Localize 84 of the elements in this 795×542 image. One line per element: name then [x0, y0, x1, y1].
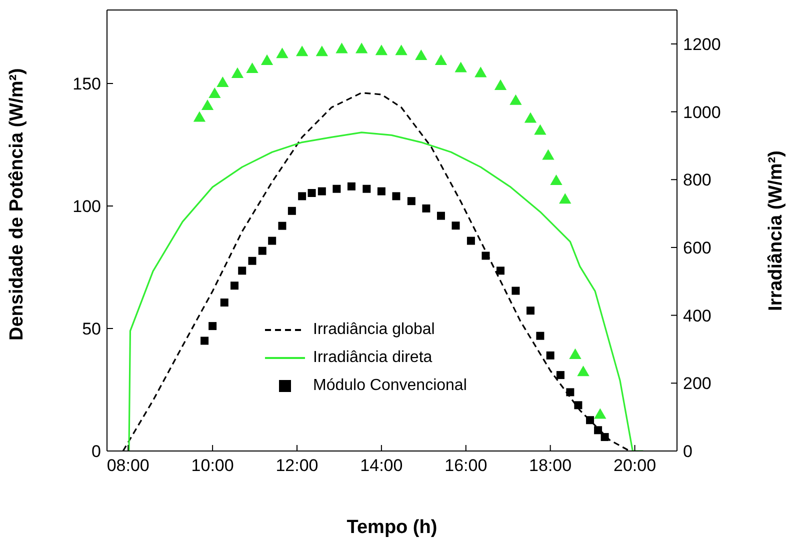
legend-label: Irradiância global [313, 320, 435, 340]
point [434, 54, 448, 65]
point [258, 246, 266, 255]
point [201, 100, 214, 110]
point [193, 111, 206, 122]
point [496, 266, 505, 275]
y-tick-label: 0 [92, 442, 101, 462]
point [466, 236, 475, 245]
legend-label: Irradiância direta [313, 348, 432, 368]
point [586, 416, 594, 424]
y2-tick-label: 0 [683, 442, 692, 462]
point [524, 112, 537, 123]
point [231, 67, 244, 78]
point [268, 236, 276, 245]
point [216, 76, 229, 88]
point [482, 252, 490, 260]
x-tick-label: 10:00 [191, 456, 234, 476]
x-axis-title: Tempo (h) [346, 517, 438, 538]
x-tick-label: 20:00 [614, 456, 656, 476]
point [536, 332, 544, 340]
point [415, 50, 428, 60]
point [288, 206, 296, 215]
x-tick-label: 16:00 [444, 456, 488, 476]
point [238, 266, 246, 275]
point [246, 62, 258, 74]
point [452, 222, 460, 230]
point [436, 212, 445, 220]
y2-tick-label: 200 [683, 374, 712, 394]
point [362, 184, 371, 193]
point [200, 336, 209, 345]
point [318, 187, 326, 196]
point [332, 184, 341, 193]
point [278, 222, 286, 230]
point [556, 371, 564, 380]
point [494, 79, 507, 90]
point [574, 401, 582, 410]
point [395, 44, 408, 56]
point [375, 44, 388, 56]
point [230, 282, 239, 290]
y2-axis-title: Irradiância (W/m²) [766, 150, 787, 311]
point [550, 174, 562, 186]
point [208, 322, 217, 330]
point [392, 192, 400, 200]
y2-tick-label: 1200 [683, 34, 721, 54]
point [260, 54, 274, 65]
point [510, 94, 522, 105]
y-axis-title: Densidade de Potência (W/m²) [6, 68, 28, 340]
x-tick-label: 18:00 [529, 456, 572, 476]
y-tick-label: 100 [72, 197, 101, 216]
y-tick-label: 50 [82, 320, 101, 339]
y2-tick-label: 800 [683, 170, 712, 190]
legend-label: Módulo Convencional [313, 376, 467, 396]
point [377, 187, 386, 196]
point [276, 48, 288, 58]
point [316, 46, 328, 56]
point [454, 62, 467, 72]
point [298, 192, 306, 200]
x-tick-label: 12:00 [276, 456, 318, 476]
point [296, 46, 308, 56]
point [534, 124, 546, 135]
point [600, 433, 609, 442]
y-tick-label: 150 [72, 74, 101, 94]
x-tick-label: 14:00 [360, 456, 403, 476]
point [594, 426, 602, 434]
point [336, 42, 348, 54]
point [407, 197, 416, 206]
point [208, 88, 221, 98]
y2-tick-label: 600 [683, 238, 712, 258]
y2-tick-label: 1000 [683, 102, 721, 122]
point [422, 204, 430, 212]
point [248, 256, 256, 265]
point [356, 42, 368, 54]
point [347, 182, 356, 190]
y2-tick-label: 400 [683, 306, 712, 326]
point [559, 193, 572, 204]
point [308, 189, 316, 198]
point [474, 66, 487, 78]
point [220, 298, 228, 307]
point [546, 351, 554, 360]
point [512, 286, 520, 295]
x-tick-label: 08:00 [106, 456, 150, 476]
point [526, 306, 534, 315]
point [542, 149, 554, 160]
point [566, 388, 574, 396]
